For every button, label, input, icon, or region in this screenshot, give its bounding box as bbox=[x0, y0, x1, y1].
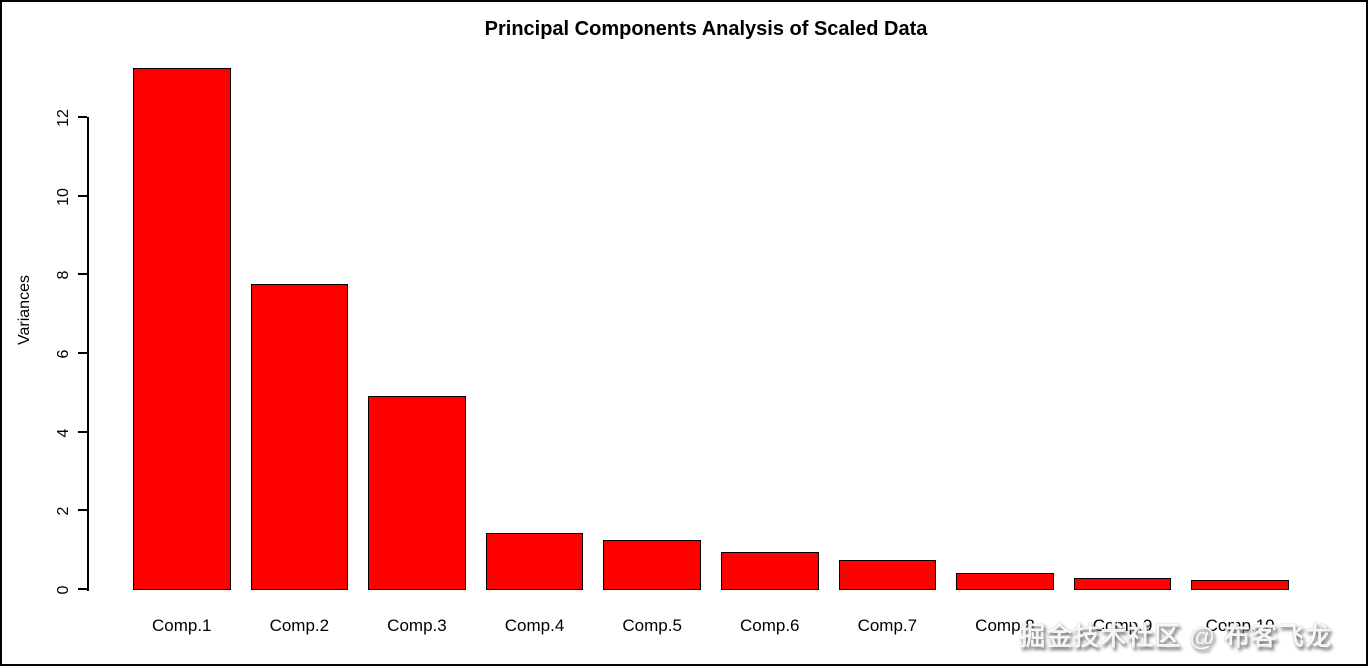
bar-comp-9 bbox=[1073, 577, 1172, 591]
y-tick-label: 12 bbox=[55, 109, 72, 127]
bar-comp-2 bbox=[250, 283, 349, 591]
bar-comp-8 bbox=[956, 572, 1054, 591]
y-tick-mark bbox=[78, 509, 87, 512]
x-category-label: Comp.3 bbox=[387, 616, 447, 635]
watermark: 掘金技术社区 @ 布客飞龙 bbox=[1019, 621, 1332, 651]
y-tick-label: 8 bbox=[55, 270, 72, 280]
y-tick-label: 10 bbox=[55, 187, 72, 206]
y-tick-label: 2 bbox=[55, 506, 72, 516]
y-tick-mark bbox=[78, 352, 87, 355]
y-tick-mark bbox=[78, 588, 87, 590]
bar-comp-7 bbox=[838, 559, 937, 591]
x-category-label: Comp.10 bbox=[1205, 616, 1275, 635]
bar-comp-3 bbox=[368, 395, 466, 591]
x-category-label: Comp.4 bbox=[504, 616, 565, 635]
x-category-label: Comp.1 bbox=[151, 616, 212, 635]
y-axis-label: Variances bbox=[16, 275, 33, 345]
bar-comp-6 bbox=[721, 552, 819, 591]
x-category-label: Comp.7 bbox=[857, 616, 918, 635]
x-category-label: Comp.6 bbox=[739, 616, 800, 635]
y-tick-mark bbox=[78, 116, 87, 119]
x-category-label: Comp.9 bbox=[1092, 616, 1153, 635]
bar-comp-10 bbox=[1191, 579, 1289, 591]
x-category-label: Comp.5 bbox=[622, 616, 682, 635]
chart-title: Principal Components Analysis of Scaled … bbox=[484, 18, 928, 40]
y-tick-mark bbox=[78, 430, 87, 433]
y-tick-label: 6 bbox=[55, 349, 72, 359]
y-tick-mark bbox=[78, 194, 87, 197]
y-tick-mark bbox=[78, 273, 87, 276]
bar-comp-4 bbox=[485, 532, 584, 591]
x-category-label: Comp.8 bbox=[975, 616, 1035, 635]
y-tick-label: 0 bbox=[55, 585, 72, 595]
x-category-label: Comp.2 bbox=[269, 616, 330, 635]
y-axis-line bbox=[87, 117, 89, 591]
bar-comp-1 bbox=[133, 67, 231, 591]
y-tick-label: 4 bbox=[55, 428, 72, 438]
bar-comp-5 bbox=[603, 539, 701, 591]
